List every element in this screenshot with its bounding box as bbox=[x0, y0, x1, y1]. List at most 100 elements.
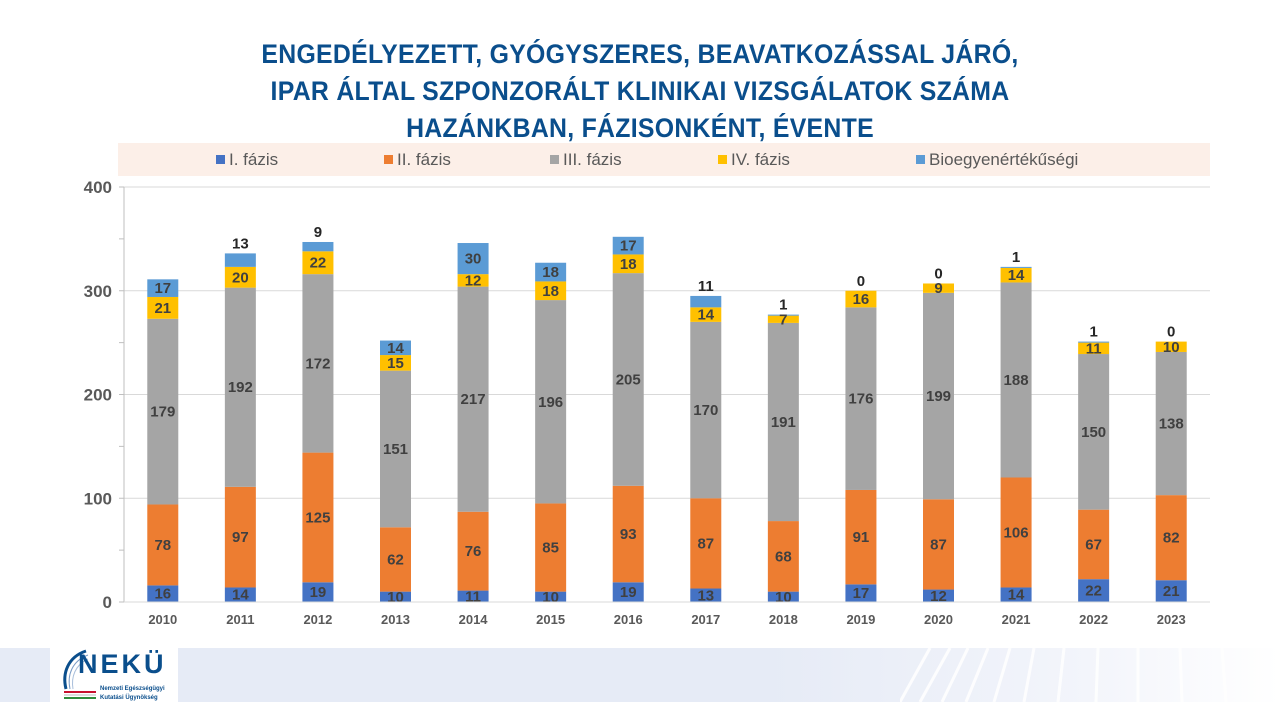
flag-stripe-red bbox=[64, 691, 96, 693]
bar-segment bbox=[1078, 354, 1110, 510]
data-label: 97 bbox=[232, 529, 249, 546]
bar-segment bbox=[535, 591, 567, 602]
stacked-bar-chart: 1678179211714971922013191251722291062151… bbox=[84, 178, 1210, 627]
bar-segment bbox=[1078, 342, 1110, 355]
bar-segment bbox=[1078, 509, 1110, 580]
y-tick-label: 0 bbox=[103, 593, 112, 612]
bar-segment bbox=[690, 295, 722, 308]
bar-segment bbox=[1000, 267, 1032, 283]
bar-segment bbox=[147, 296, 179, 319]
chart-legend: I. fázis II. fázis III. fázis IV. fázis … bbox=[118, 143, 1210, 176]
data-label: 87 bbox=[697, 535, 714, 552]
bar-segment bbox=[535, 300, 567, 504]
bar-segment bbox=[767, 315, 799, 323]
data-label: 30 bbox=[465, 251, 482, 268]
data-label: 196 bbox=[538, 394, 563, 411]
x-tick-label: 2016 bbox=[614, 612, 643, 627]
data-label: 13 bbox=[232, 235, 249, 252]
data-label: 93 bbox=[620, 526, 637, 543]
data-label: 191 bbox=[771, 414, 796, 431]
bar-segment bbox=[923, 283, 954, 293]
bar-segment bbox=[1078, 341, 1110, 343]
legend-label-bioequivalence: Bioegyenértékűségi bbox=[929, 150, 1079, 169]
data-label: 14 bbox=[232, 587, 249, 604]
legend-item-phase-2: II. fázis bbox=[384, 143, 451, 176]
data-label: 9 bbox=[934, 280, 942, 297]
bar-segment bbox=[457, 286, 489, 512]
logo-name: NEKÜ bbox=[78, 649, 167, 679]
bar-segment bbox=[1000, 282, 1032, 478]
legend-label-phase-4: IV. fázis bbox=[731, 150, 790, 169]
bar-segment bbox=[302, 582, 334, 602]
bar-segment bbox=[767, 322, 799, 522]
data-label: 138 bbox=[1159, 416, 1184, 433]
bar-segment bbox=[224, 253, 256, 267]
x-tick-label: 2012 bbox=[303, 612, 332, 627]
data-label: 19 bbox=[310, 584, 327, 601]
data-label: 62 bbox=[387, 551, 404, 568]
bar-segment bbox=[845, 584, 877, 602]
bar-segment bbox=[1000, 266, 1032, 268]
bar-segment bbox=[923, 292, 954, 500]
bar-segment bbox=[690, 588, 722, 602]
data-label: 1 bbox=[779, 297, 787, 314]
legend-item-bioequivalence: Bioegyenértékűségi bbox=[916, 143, 1078, 176]
data-label: 19 bbox=[620, 584, 637, 601]
bar-segment bbox=[457, 511, 489, 591]
legend-swatch-phase-3 bbox=[550, 155, 559, 164]
data-label: 11 bbox=[698, 278, 714, 295]
neku-logo: NEKÜ Nemzeti Egészségügyi Kutatási Ügynö… bbox=[50, 645, 178, 707]
legend-swatch-phase-2 bbox=[384, 155, 393, 164]
data-label: 0 bbox=[934, 265, 942, 282]
bar-segment bbox=[147, 504, 179, 586]
data-label: 87 bbox=[930, 536, 947, 553]
bar-segment bbox=[224, 587, 256, 602]
x-tick-label: 2017 bbox=[691, 612, 720, 627]
x-tick-label: 2011 bbox=[226, 612, 254, 627]
bar-segment bbox=[845, 290, 877, 308]
title-line-1: ENGEDÉLYEZETT, GYÓGYSZERES, BEAVATKOZÁSS… bbox=[261, 39, 1019, 69]
bar-segment bbox=[690, 321, 722, 499]
x-tick-label: 2010 bbox=[148, 612, 177, 627]
data-label: 172 bbox=[305, 355, 330, 372]
data-label: 14 bbox=[1008, 587, 1025, 604]
data-label: 10 bbox=[1163, 339, 1180, 356]
x-tick-label: 2021 bbox=[1002, 612, 1031, 627]
bar-segment bbox=[302, 251, 334, 275]
x-tick-label: 2018 bbox=[769, 612, 798, 627]
y-tick-label: 100 bbox=[84, 489, 112, 508]
data-label: 217 bbox=[461, 391, 486, 408]
data-label: 21 bbox=[1163, 583, 1180, 600]
data-label: 125 bbox=[305, 509, 330, 526]
bar-segment bbox=[690, 307, 722, 322]
data-label: 22 bbox=[1085, 583, 1102, 600]
data-label: 17 bbox=[620, 238, 637, 255]
chart-title: ENGEDÉLYEZETT, GYÓGYSZERES, BEAVATKOZÁSS… bbox=[51, 36, 1229, 147]
data-label: 16 bbox=[853, 291, 870, 308]
data-label: 10 bbox=[542, 589, 559, 606]
bar-segment bbox=[380, 591, 411, 602]
y-tick-label: 300 bbox=[84, 282, 112, 301]
data-label: 150 bbox=[1081, 424, 1106, 441]
bar-segment bbox=[1155, 580, 1187, 602]
bar-segment bbox=[457, 243, 489, 275]
data-label: 85 bbox=[542, 540, 559, 557]
bar-segment bbox=[612, 273, 644, 486]
data-label: 176 bbox=[848, 391, 873, 408]
bar-segment bbox=[380, 355, 411, 371]
bar-segment bbox=[923, 499, 954, 590]
bar-segment bbox=[457, 274, 489, 287]
flag-stripe-green bbox=[64, 697, 96, 699]
x-tick-label: 2023 bbox=[1157, 612, 1186, 627]
logo-swoosh-icon bbox=[63, 649, 89, 690]
data-label: 78 bbox=[154, 537, 171, 554]
footer-decoration bbox=[900, 648, 1228, 702]
bar-segment bbox=[1155, 341, 1187, 352]
legend-swatch-phase-4 bbox=[718, 155, 727, 164]
x-tick-label: 2019 bbox=[846, 612, 875, 627]
data-label: 67 bbox=[1085, 536, 1102, 553]
bar-segment bbox=[1000, 587, 1032, 602]
data-label: 1 bbox=[1012, 249, 1020, 266]
data-label: 22 bbox=[310, 255, 327, 272]
data-label: 7 bbox=[779, 311, 787, 328]
